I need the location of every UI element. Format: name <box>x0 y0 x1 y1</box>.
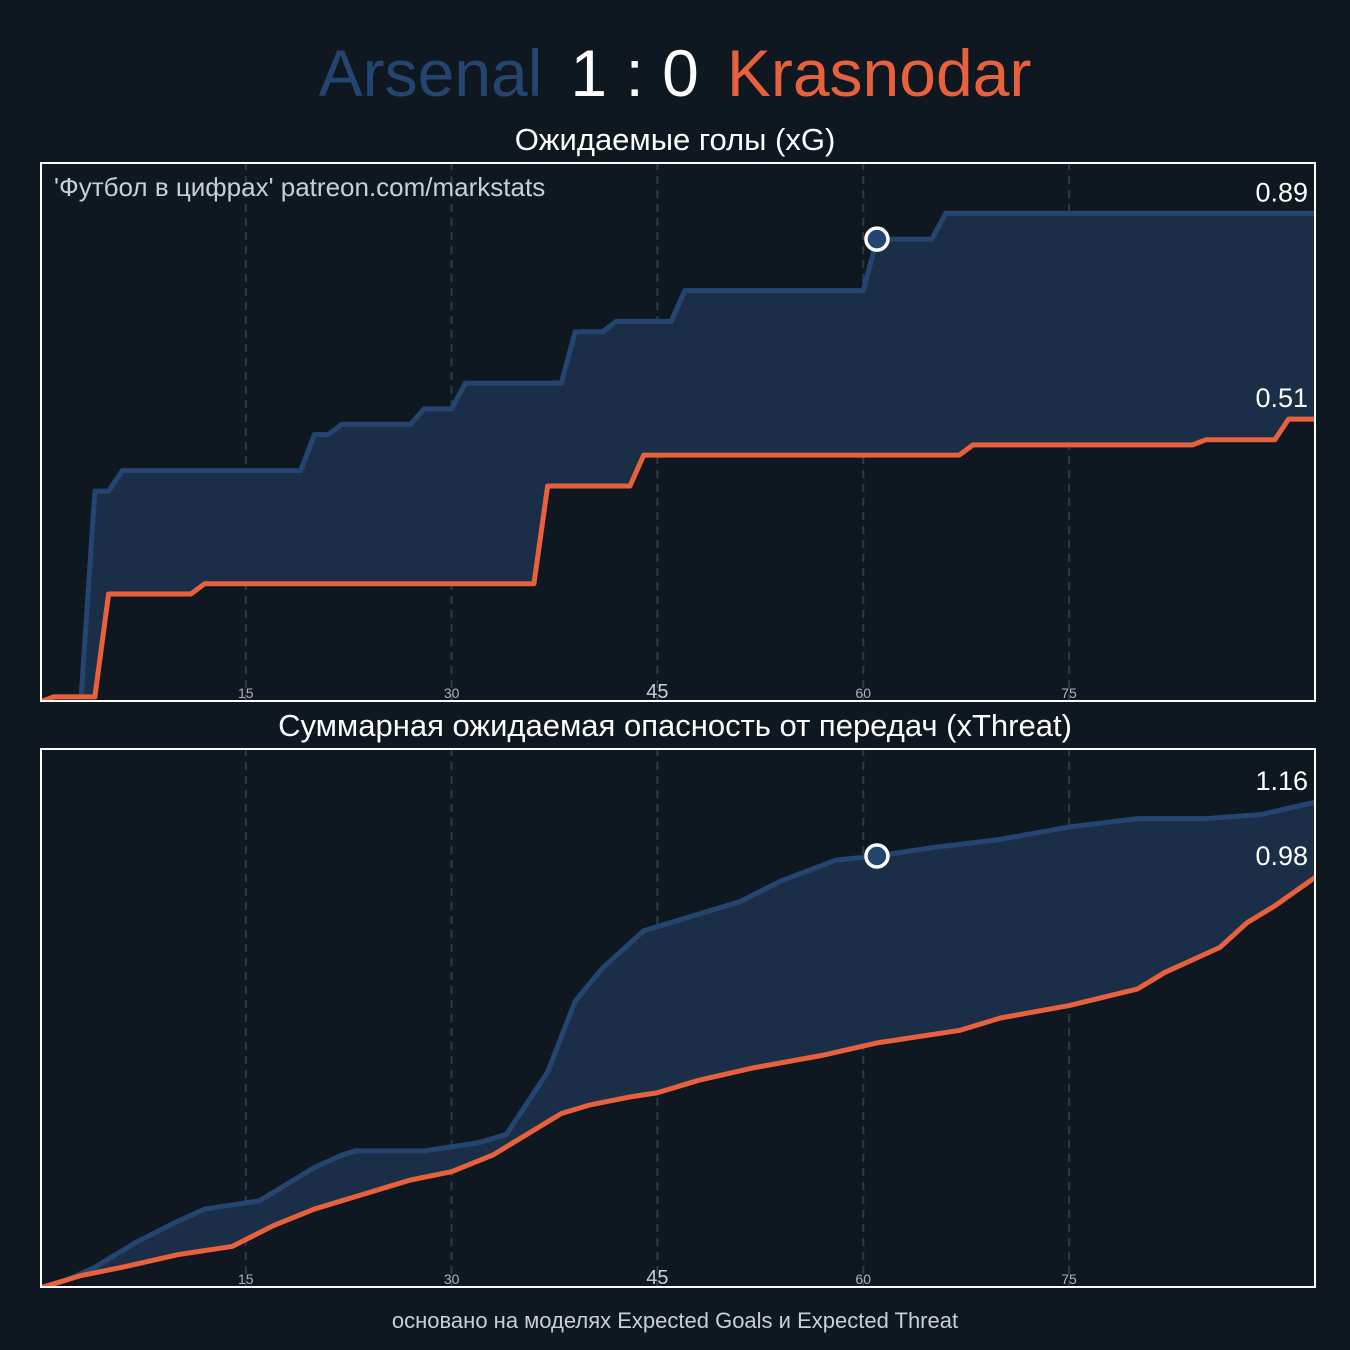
xthreat-chart-title: Суммарная ожидаемая опасность от передач… <box>278 708 1072 743</box>
xthreat-goal-marker <box>864 843 890 869</box>
xthreat-line-arsenal <box>40 799 1316 1288</box>
xg-end-label-krasnodar: 0.51 <box>1255 383 1308 413</box>
xthreat-chart: 15 30 45 60 75 1.16 0.98 <box>40 748 1316 1288</box>
scoreline: Arsenal 1 : 0 Krasnodar <box>0 28 1350 118</box>
xg-xtick-label-45: 45 <box>646 681 668 702</box>
xg-xtick-label-15: 15 <box>238 685 254 701</box>
xg-end-label-arsenal: 0.89 <box>1255 177 1308 207</box>
xg-line-krasnodar <box>40 416 1316 702</box>
xthreat-xtick-label-15: 15 <box>238 1271 254 1287</box>
xg-line-arsenal <box>40 210 1316 702</box>
xg-fill-between <box>40 213 1316 702</box>
xg-xtick-label-30: 30 <box>444 685 460 701</box>
xthreat-fill-between <box>40 802 1316 1288</box>
xthreat-end-label-krasnodar: 0.98 <box>1255 841 1308 871</box>
away-team-name: Krasnodar <box>726 36 1032 110</box>
xthreat-end-label-arsenal: 1.16 <box>1255 766 1308 796</box>
xthreat-xtick-label-45: 45 <box>646 1267 668 1288</box>
xthreat-frame <box>40 748 1316 1288</box>
xthreat-chart-svg: 15 30 45 60 75 1.16 0.98 <box>40 748 1316 1288</box>
xg-xtick-label-75: 75 <box>1061 685 1077 701</box>
xg-frame <box>40 162 1316 702</box>
xg-goal-marker <box>864 226 890 252</box>
xthreat-xtick-label-30: 30 <box>444 1271 460 1287</box>
xg-xtick-label-60: 60 <box>855 685 871 701</box>
xg-chart: 15 30 45 60 75 0.89 0.51 <box>40 162 1316 702</box>
xthreat-xtick-label-60: 60 <box>855 1271 871 1287</box>
home-team-name: Arsenal <box>318 36 543 110</box>
xthreat-line-krasnodar <box>40 874 1316 1288</box>
xg-chart-title: Ожидаемые голы (xG) <box>514 122 836 157</box>
xthreat-xtick-label-75: 75 <box>1061 1271 1077 1287</box>
match-score: 1 : 0 <box>570 36 699 110</box>
watermark-text: 'Футбол в цифрах' patreon.com/markstats <box>54 172 546 202</box>
footer-note: основано на моделях Expected Goals и Exp… <box>391 1308 959 1333</box>
xg-chart-svg: 15 30 45 60 75 0.89 0.51 <box>40 162 1316 702</box>
